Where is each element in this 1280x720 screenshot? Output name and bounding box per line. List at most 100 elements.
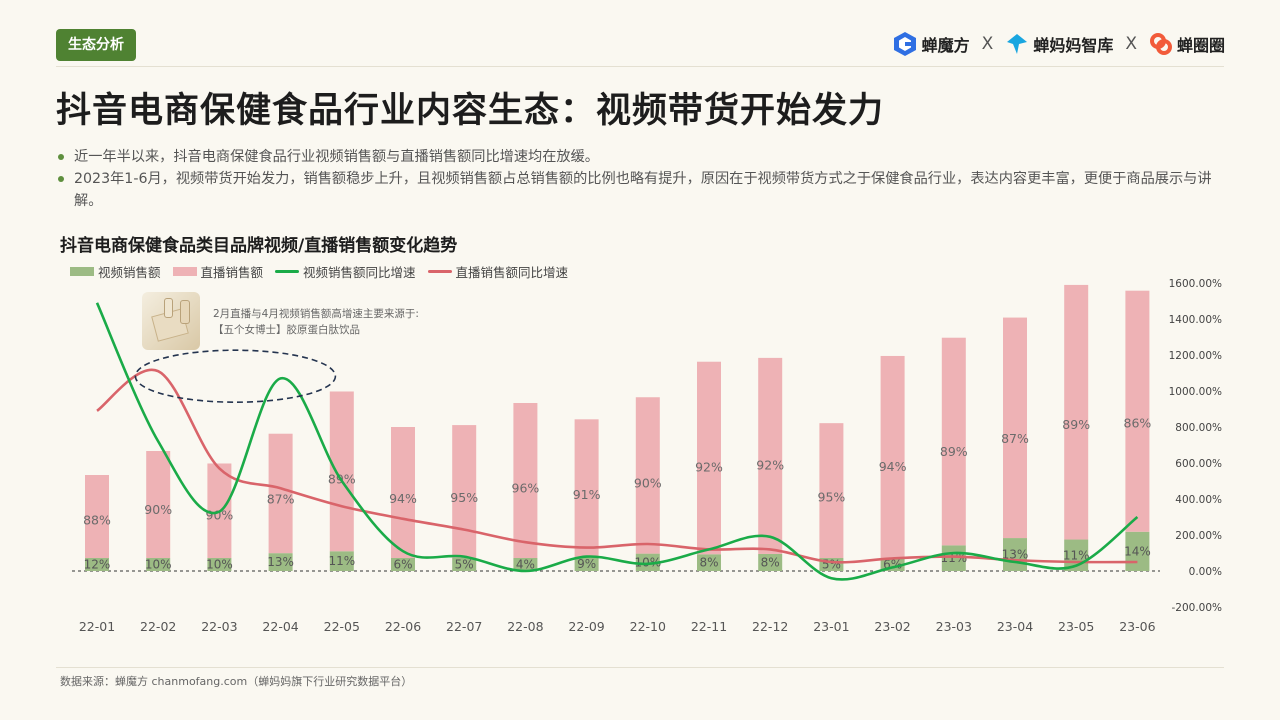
video-sales-bar xyxy=(513,558,538,571)
x-tick-label: 22-10 xyxy=(630,619,666,634)
logo-separator-2: X xyxy=(1125,34,1137,54)
product-bottle-shape xyxy=(164,298,173,318)
video-share-label: 11% xyxy=(1063,548,1090,562)
chanmama-logo-icon xyxy=(1007,34,1028,54)
video-share-label: 13% xyxy=(267,555,294,569)
legend-item-live-growth: 直播销售额同比增速 xyxy=(427,262,569,281)
legend-swatch-live-bar xyxy=(172,267,197,276)
x-tick-label: 22-09 xyxy=(568,619,604,634)
live-share-label: 90% xyxy=(206,507,234,522)
x-tick-label: 22-04 xyxy=(262,619,298,634)
product-bottle-shape xyxy=(180,300,190,324)
legend-swatch-live-line xyxy=(427,270,452,273)
live-share-label: 92% xyxy=(756,458,784,473)
partner-logos: 蝉魔方 X 蝉妈妈智库 X 蝉圈圈 xyxy=(892,30,1225,58)
live-share-label: 87% xyxy=(267,491,295,506)
video-share-label: 4% xyxy=(516,558,535,572)
live-share-label: 95% xyxy=(450,490,478,505)
legend-label: 视频销售额同比增速 xyxy=(303,265,416,280)
chart-legend: 视频销售额 直播销售额 视频销售额同比增速 直播销售额同比增速 xyxy=(70,262,568,281)
chart-title: 抖音电商保健食品类目品牌视频/直播销售额变化趋势 xyxy=(60,236,458,256)
annotation-line-1: 2月直播与4月视频销售额高增速主要来源于: xyxy=(213,308,419,320)
x-tick-label: 22-11 xyxy=(691,619,727,634)
live-share-label: 96% xyxy=(512,480,540,495)
legend-label: 直播销售额同比增速 xyxy=(455,265,569,280)
video-share-label: 5% xyxy=(455,558,474,572)
legend-item-video-growth: 视频销售额同比增速 xyxy=(275,262,416,281)
chart-annotation: 2月直播与4月视频销售额高增速主要来源于: 【五个女博士】胶原蛋白肽饮品 xyxy=(213,306,419,338)
chanmama-zhiku-logo: 蝉妈妈智库 xyxy=(1005,32,1113,56)
annotation-line-2: 【五个女博士】胶原蛋白肽饮品 xyxy=(213,324,360,336)
video-sales-bar xyxy=(268,553,293,571)
video-share-label: 5% xyxy=(822,558,841,572)
video-sales-bar xyxy=(207,558,232,571)
live-sales-bar xyxy=(635,397,660,554)
y-tick-label: -200.00% xyxy=(1171,602,1222,614)
x-tick-label: 23-03 xyxy=(936,619,972,634)
video-sales-bar xyxy=(574,557,599,571)
live-sales-bar xyxy=(941,337,966,546)
x-tick-label: 22-05 xyxy=(324,619,360,634)
y-tick-label: 1000.00% xyxy=(1169,386,1222,398)
chanquanquan-logo: 蝉圈圈 xyxy=(1149,32,1225,56)
live-sales-bar xyxy=(1125,290,1150,532)
x-tick-label: 22-06 xyxy=(385,619,421,634)
live-share-label: 94% xyxy=(389,491,417,506)
video-sales-bar xyxy=(146,558,171,571)
live-sales-bar xyxy=(513,403,538,558)
live-share-label: 89% xyxy=(940,444,968,459)
live-share-label: 95% xyxy=(818,489,846,504)
x-tick-label: 22-01 xyxy=(79,619,115,634)
video-sales-bar xyxy=(329,551,354,571)
video-sales-bar xyxy=(635,553,660,571)
x-tick-label: 22-02 xyxy=(140,619,176,634)
live-sales-bar xyxy=(1003,317,1027,539)
y-tick-label: 800.00% xyxy=(1175,422,1222,434)
live-share-label: 92% xyxy=(695,460,723,475)
live-sales-bar xyxy=(697,361,721,555)
chanmofang-logo: 蝉魔方 xyxy=(892,31,970,57)
y-tick-label: 600.00% xyxy=(1175,458,1222,470)
legend-swatch-video-bar xyxy=(70,267,94,276)
live-share-label: 90% xyxy=(144,502,172,517)
live-share-label: 89% xyxy=(1062,417,1090,432)
x-tick-label: 22-08 xyxy=(507,619,543,634)
logo-separator: X xyxy=(981,34,994,54)
y-tick-label: 1200.00% xyxy=(1169,350,1222,362)
live-sales-bar xyxy=(574,419,599,558)
live-sales-bar xyxy=(329,391,354,552)
x-tick-label: 23-06 xyxy=(1119,619,1155,634)
y-tick-label: 1400.00% xyxy=(1169,314,1222,326)
live-share-label: 88% xyxy=(83,513,111,528)
video-share-label: 11% xyxy=(328,554,355,568)
live-share-label: 91% xyxy=(573,487,601,502)
x-tick-label: 23-02 xyxy=(874,619,910,634)
x-tick-label: 22-03 xyxy=(201,619,237,634)
x-tick-label: 23-01 xyxy=(813,619,849,634)
video-sales-bar xyxy=(697,554,721,571)
data-source: 数据来源：蝉魔方 chanmofang.com（蝉妈妈旗下行业研究数据平台） xyxy=(60,675,413,688)
legend-label: 视频销售额 xyxy=(98,265,161,280)
live-sales-bar xyxy=(758,357,783,554)
legend-item-live-sales: 直播销售额 xyxy=(172,262,264,281)
video-sales-bar xyxy=(758,553,783,571)
chanquanquan-logo-icon xyxy=(1149,33,1172,55)
x-tick-label: 22-07 xyxy=(446,619,482,634)
chanmofang-logo-text: 蝉魔方 xyxy=(921,36,970,55)
legend-label: 直播销售额 xyxy=(200,265,264,280)
video-share-label: 12% xyxy=(84,558,111,572)
live-growth-line xyxy=(96,368,1138,564)
live-share-label: 94% xyxy=(879,459,907,474)
header-divider xyxy=(56,66,1224,67)
live-sales-bar xyxy=(85,475,109,558)
y-tick-label: 0.00% xyxy=(1189,566,1222,578)
live-sales-bar xyxy=(391,427,415,558)
x-tick-label: 23-04 xyxy=(997,619,1033,634)
live-sales-bar xyxy=(1064,284,1089,540)
bullet-item: 2023年1-6月，视频带货开始发力，销售额稳步上升，且视频销售额占总销售额的比… xyxy=(56,168,1226,212)
video-share-label: 13% xyxy=(1002,548,1029,562)
y-tick-label: 1600.00% xyxy=(1169,278,1222,290)
section-tag: 生态分析 xyxy=(56,29,136,61)
live-sales-bar xyxy=(268,433,293,554)
y-tick-label: 200.00% xyxy=(1175,530,1222,542)
